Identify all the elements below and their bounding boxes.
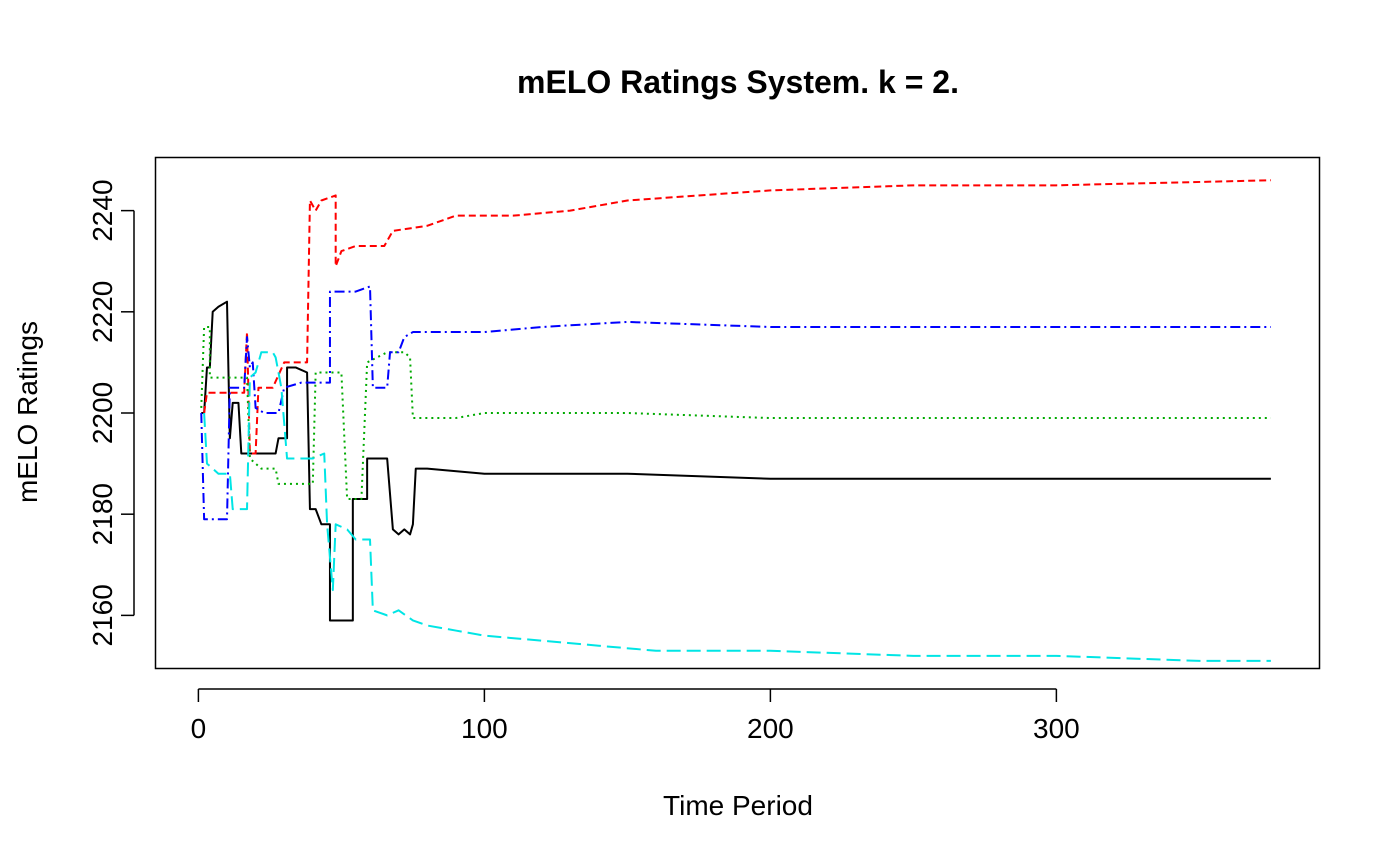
- x-tick-label: 300: [1033, 713, 1080, 744]
- x-axis: 0 100 200 300: [191, 688, 1080, 744]
- series-line-3: [200, 325, 1271, 501]
- x-axis-label: Time Period: [663, 790, 813, 821]
- plot-area: [154, 156, 1321, 670]
- chart-title: mELO Ratings System. k = 2.: [517, 64, 959, 100]
- x-tick-label: 200: [747, 713, 794, 744]
- x-tick-label: 100: [461, 713, 508, 744]
- y-tick-label: 2220: [87, 281, 118, 343]
- y-axis: 2160 2180 2200 2220 2240: [87, 179, 135, 647]
- series-line-4: [200, 285, 1271, 521]
- series-line-1: [201, 300, 1271, 622]
- series-line-5: [203, 351, 1271, 662]
- y-tick-label: 2180: [87, 483, 118, 545]
- y-tick-label: 2240: [87, 179, 118, 241]
- series-group: [200, 179, 1271, 662]
- y-axis-label: mELO Ratings: [12, 321, 43, 503]
- y-tick-label: 2160: [87, 584, 118, 646]
- x-tick-label: 0: [191, 713, 207, 744]
- y-tick-label: 2200: [87, 382, 118, 444]
